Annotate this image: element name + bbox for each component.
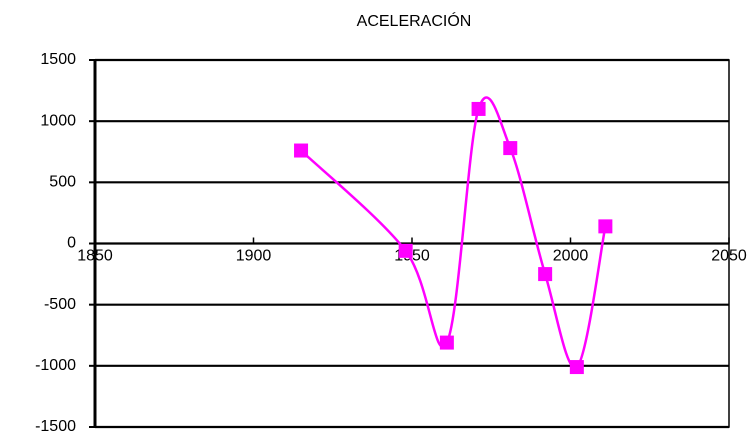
chart-title: ACELERACIÓN xyxy=(357,11,472,30)
x-tick-label: 1900 xyxy=(236,248,272,265)
marker xyxy=(538,267,553,282)
y-tick-label: 0 xyxy=(67,235,76,252)
x-tick-label: 2000 xyxy=(553,248,589,265)
y-tick-label: -1000 xyxy=(35,357,76,374)
marker xyxy=(569,360,584,375)
x-tick-label: 2050 xyxy=(711,248,747,265)
marker xyxy=(471,101,486,116)
y-tick-label: -500 xyxy=(44,296,76,313)
marker xyxy=(294,143,309,158)
y-tick-label: -1500 xyxy=(35,418,76,435)
marker xyxy=(439,335,454,350)
marker xyxy=(503,141,518,156)
marker xyxy=(598,219,613,234)
x-tick-label: 1850 xyxy=(77,248,113,265)
y-tick-label: 1500 xyxy=(40,51,76,68)
marker xyxy=(398,243,413,258)
series-line xyxy=(300,96,607,369)
y-tick-label: 500 xyxy=(49,174,76,191)
y-tick-label: 1000 xyxy=(40,112,76,129)
